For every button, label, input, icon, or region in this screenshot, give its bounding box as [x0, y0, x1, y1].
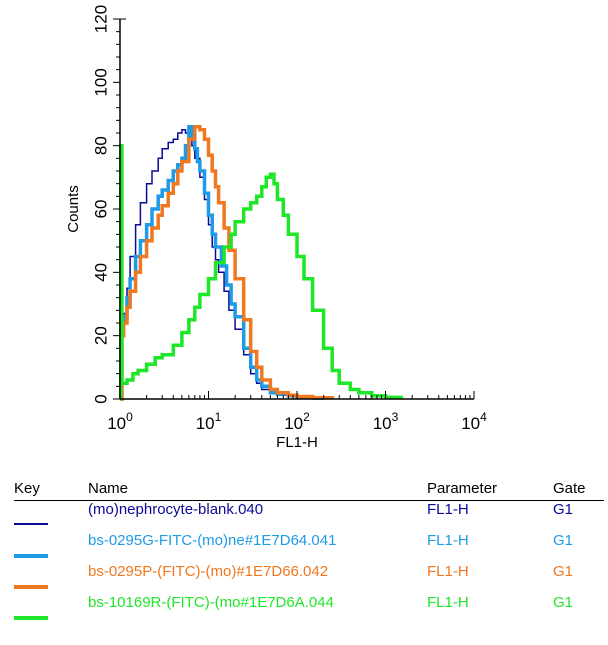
- series-line-4: [119, 143, 403, 401]
- legend-key-cell: [14, 532, 88, 563]
- legend-gate: G1: [553, 563, 574, 580]
- y-tick-label: 20: [92, 326, 111, 345]
- y-tick-label: 120: [92, 5, 111, 33]
- x-tick-label: 103: [373, 410, 399, 433]
- y-tick-label: 40: [92, 263, 111, 282]
- legend-series-name: bs-0295G-FITC-(mo)ne#1E7D64.041: [88, 532, 337, 549]
- x-tick-label: 101: [196, 410, 222, 433]
- x-axis-ticks: 100 101 102 103 104: [107, 391, 487, 433]
- legend-series-name: bs-10169R-(FITC)-(mo#1E7D6A.044: [88, 594, 334, 611]
- legend-gate: G1: [553, 501, 574, 518]
- legend-parameter: FL1-H: [427, 594, 469, 611]
- legend-series-name: (mo)nephrocyte-blank.040: [88, 501, 264, 518]
- legend-row: bs-0295G-FITC-(mo)ne#1E7D64.041 FL1-H G1: [14, 532, 604, 563]
- x-tick-label: 102: [284, 410, 310, 433]
- legend-row: (mo)nephrocyte-blank.040 FL1-H G1: [14, 501, 604, 533]
- x-axis-title: FL1-H: [276, 434, 318, 451]
- y-tick-label: 60: [92, 200, 111, 219]
- legend-header-parameter: Parameter: [427, 478, 553, 501]
- y-tick-label: 80: [92, 136, 111, 155]
- legend-row: bs-10169R-(FITC)-(mo#1E7D6A.044 FL1-H G1: [14, 594, 604, 625]
- y-axis-ticks: 0 20 40 60 80 100 120: [92, 5, 120, 404]
- legend-header-gate: Gate: [553, 478, 604, 501]
- legend-key-cell: [14, 563, 88, 594]
- legend-header-key: Key: [14, 478, 88, 501]
- legend-swatch: [14, 554, 48, 558]
- legend-swatch: [14, 585, 48, 589]
- legend-swatch: [14, 523, 48, 525]
- y-tick-label: 100: [92, 68, 111, 96]
- legend-parameter: FL1-H: [427, 501, 469, 518]
- series-line-2: [120, 124, 326, 401]
- legend-key-cell: [14, 594, 88, 625]
- series-line-3: [120, 124, 334, 401]
- legend-header-row: Key Name Parameter Gate: [14, 478, 604, 501]
- legend-series-name: bs-0295P-(FITC)-(mo)#1E7D66.042: [88, 563, 329, 580]
- legend-header-name: Name: [88, 478, 427, 501]
- legend-key-cell: [14, 501, 88, 533]
- legend-table: Key Name Parameter Gate (mo)nephrocyte-b…: [14, 478, 604, 625]
- y-axis-title: Counts: [65, 185, 82, 233]
- axes-layer: 100 101 102 103 104 0 20 40 60 80 100 120: [92, 5, 488, 433]
- legend-gate: G1: [553, 594, 574, 611]
- legend-row: bs-0295P-(FITC)-(mo)#1E7D66.042 FL1-H G1: [14, 563, 604, 594]
- legend-parameter: FL1-H: [427, 563, 469, 580]
- series-layer: [119, 124, 403, 401]
- histogram-chart: 100 101 102 103 104 0 20 40 60 80 100 120 FL1-H Co…: [65, 5, 488, 451]
- x-tick-label: 104: [461, 410, 487, 433]
- y-tick-label: 0: [92, 394, 111, 403]
- legend-parameter: FL1-H: [427, 532, 469, 549]
- legend-swatch: [14, 616, 48, 620]
- legend-gate: G1: [553, 532, 574, 549]
- x-tick-label: 100: [107, 410, 133, 433]
